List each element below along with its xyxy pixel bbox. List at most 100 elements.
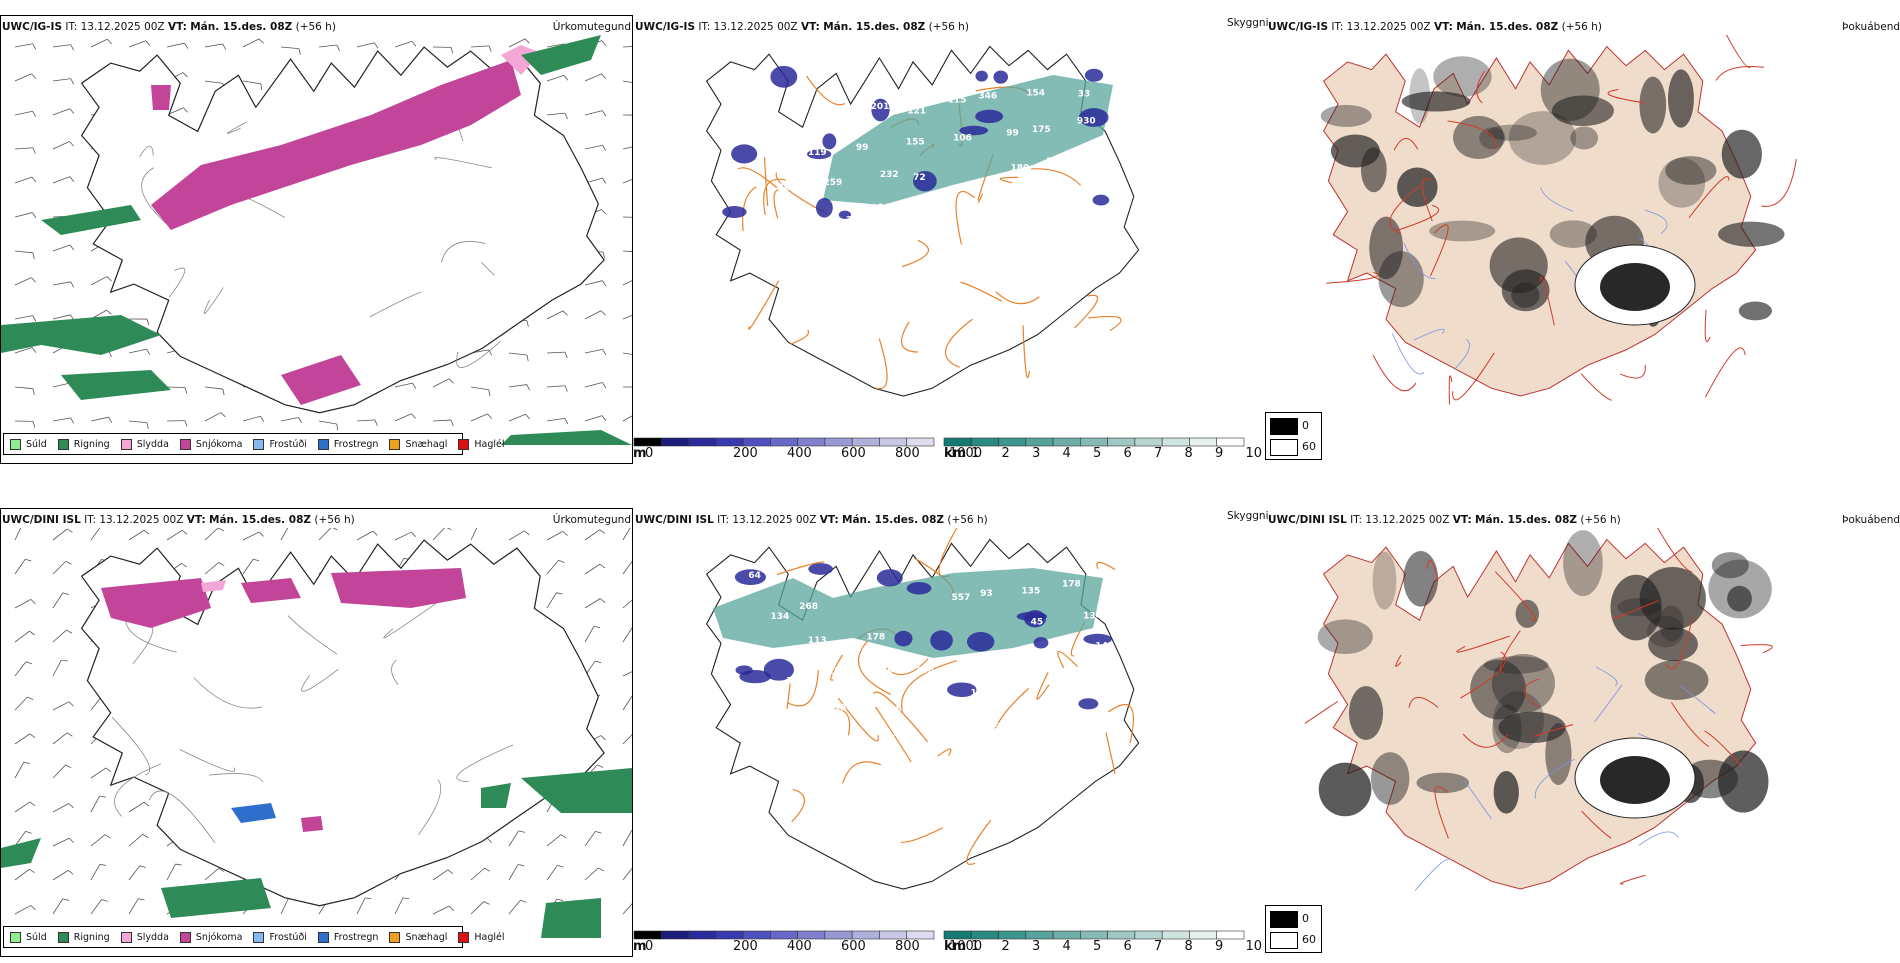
ceiling-value-label: 166	[929, 732, 948, 742]
visibility-bin	[1080, 438, 1107, 446]
legend-swatch	[180, 932, 191, 943]
ceiling-value-label: 182	[811, 109, 830, 119]
legend-item: Frostregn	[318, 932, 379, 943]
valid-time: Mán. 15.des. 08Z	[209, 514, 311, 526]
legend-swatch	[180, 439, 191, 450]
init-time: 13.12.2025 00Z	[81, 21, 165, 33]
visibility-tick-label: 5	[1093, 939, 1101, 954]
model-name: UWC/IG-IS	[1268, 21, 1328, 33]
ceiling-tick-label: 600	[841, 939, 866, 954]
ceiling-visibility-panel: UWC/IG-IS IT: 13.12.2025 00Z VT: Mán. 15…	[633, 0, 1273, 470]
visibility-bin	[944, 931, 971, 939]
valid-time-label: VT:	[187, 514, 206, 526]
ceiling-value-label: 346	[978, 92, 997, 102]
legend-item: Snjókoma	[180, 439, 243, 450]
ceiling-bin	[770, 931, 797, 939]
ceiling-bin	[743, 931, 770, 939]
fog-index-panel: UWC/IG-IS IT: 13.12.2025 00Z VT: Mán. 15…	[1265, 0, 1900, 470]
visibility-tick-label: 8	[1185, 446, 1193, 461]
ceiling-bin	[798, 438, 825, 446]
precip-type-map	[1, 528, 632, 938]
init-time: 13.12.2025 00Z	[99, 514, 183, 526]
visibility-tick-label: 10	[1246, 939, 1263, 954]
legend-item: Slydda	[121, 439, 169, 450]
fog-legend-label: 60	[1302, 933, 1316, 946]
model-name: UWC/DINI ISL	[2, 514, 81, 526]
ceiling-value-label: 87	[760, 88, 773, 98]
model-name: UWC/DINI ISL	[1268, 514, 1347, 526]
ceiling-bin	[689, 931, 716, 939]
ceiling-value-label: 397	[846, 216, 865, 226]
panel-title: UWC/IG-IS IT: 13.12.2025 00Z VT: Mán. 15…	[2, 21, 336, 33]
fog-index-map	[1265, 528, 1865, 928]
ceiling-value-label: 930	[1077, 117, 1096, 127]
fog-legend-swatch	[1270, 439, 1298, 456]
legend-label: Slydda	[137, 439, 169, 450]
legend-label: Snæhagl	[405, 439, 447, 450]
legend-swatch	[253, 932, 264, 943]
ceiling-tick-label: 200	[733, 446, 758, 461]
ceiling-value-label: 222	[938, 233, 957, 243]
visibility-bin	[1162, 438, 1189, 446]
lead-time: (+56 h)	[947, 514, 987, 526]
ceiling-value-label: 122	[780, 647, 799, 657]
legend-item: Súld	[10, 439, 47, 450]
panel-title: UWC/IG-IS IT: 13.12.2025 00Z VT: Mán. 15…	[635, 21, 969, 33]
legend-swatch	[458, 932, 469, 943]
visibility-unit: km	[944, 939, 966, 954]
ceiling-value-label: 452	[926, 695, 945, 705]
legend-label: Snæhagl	[405, 932, 447, 943]
visibility-tick-label: 1	[971, 446, 979, 461]
ceiling-value-label: 131	[1012, 724, 1031, 734]
visibility-tick-label: 3	[1032, 939, 1040, 954]
visibility-bin	[1189, 438, 1216, 446]
ceiling-tick-label: 400	[787, 446, 812, 461]
ceiling-value-label: 234	[800, 217, 819, 227]
ceiling-value-label: 106	[953, 134, 972, 144]
visibility-bin	[1053, 931, 1080, 939]
visibility-unit: km	[944, 446, 966, 461]
legend-label: Snjókoma	[196, 932, 243, 943]
init-time: 13.12.2025 00Z	[1347, 21, 1431, 33]
ceiling-value-label: 178	[866, 633, 885, 643]
ceiling-bin	[689, 438, 716, 446]
ceiling-value-label: 273	[922, 202, 941, 212]
ceiling-value-label: 158	[828, 667, 847, 677]
visibility-bin	[999, 931, 1026, 939]
legend-swatch	[458, 439, 469, 450]
fog-legend-swatch	[1270, 418, 1298, 435]
visibility-tick-label: 2	[1002, 446, 1010, 461]
ceiling-value-label: 99	[856, 143, 869, 153]
legend-swatch	[10, 439, 21, 450]
visibility-bin	[1189, 931, 1216, 939]
ceiling-value-label: 168	[1046, 157, 1065, 167]
visibility-tick-label: 10	[1246, 446, 1263, 461]
valid-time: Mán. 15.des. 08Z	[823, 21, 925, 33]
ceiling-value-label: 203	[890, 240, 909, 250]
legend-label: Frostúði	[269, 932, 306, 943]
ceiling-tick-label: 800	[895, 446, 920, 461]
visibility-tick-label: 4	[1063, 939, 1071, 954]
legend-label: Frostúði	[269, 439, 306, 450]
ceiling-visibility-map: 6426817818618013117813411314645218913513…	[633, 528, 1233, 928]
legend-swatch	[10, 932, 21, 943]
ceiling-value-label: 182	[844, 247, 863, 257]
ceiling-value-label: 119	[808, 148, 827, 158]
init-time-label: IT:	[1350, 514, 1362, 526]
ceiling-bin	[634, 931, 661, 939]
ceiling-colorbar	[633, 437, 935, 447]
legend-item: Slydda	[121, 932, 169, 943]
visibility-tick-label: 2	[1002, 939, 1010, 954]
fog-legend-swatch	[1270, 911, 1298, 928]
legend-label: Rigning	[74, 932, 110, 943]
legend-item: Snjókoma	[180, 932, 243, 943]
ceiling-value-label: 263	[1095, 182, 1114, 192]
legend-swatch	[389, 932, 400, 943]
visibility-tick-label: 6	[1124, 939, 1132, 954]
ceiling-value-label: 132	[786, 677, 805, 687]
visibility-tick-label: 8	[1185, 939, 1193, 954]
visibility-bin	[1053, 438, 1080, 446]
